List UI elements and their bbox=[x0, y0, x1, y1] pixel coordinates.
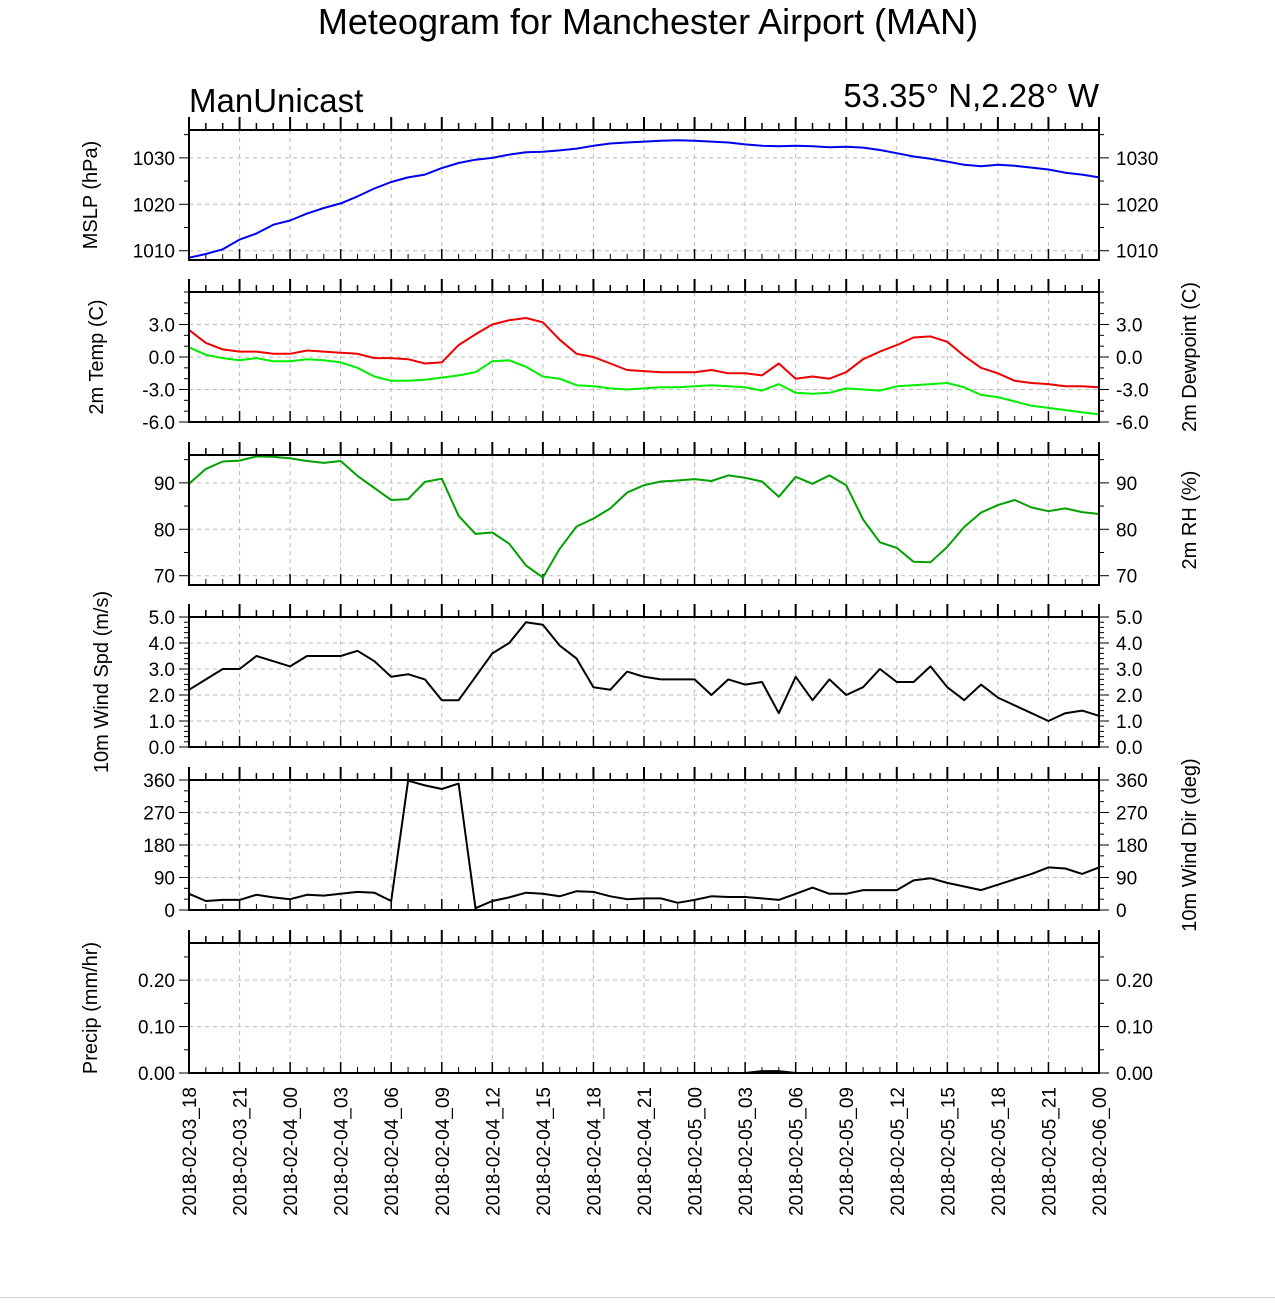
y-tick-label-right: 0.0 bbox=[1116, 738, 1142, 759]
y-tick-label-right: 4.0 bbox=[1116, 634, 1142, 655]
y-axis-title-right: 2m Dewpoint (C) bbox=[1179, 282, 1201, 432]
y-tick-label-right: 1020 bbox=[1116, 195, 1158, 216]
coordinates-label: 53.35° N,2.28° W bbox=[843, 77, 1100, 114]
y-axis-title-right: 10m Wind Dir (deg) bbox=[1179, 758, 1201, 931]
station-label: ManUnicast bbox=[189, 82, 363, 119]
y-tick-label-left: 0.0 bbox=[149, 738, 175, 759]
x-tick-label: 2018-02-05_18 bbox=[989, 1087, 1010, 1216]
panel-frame bbox=[188, 129, 1100, 261]
y-tick-label-left: 1.0 bbox=[149, 712, 175, 733]
y-axis-title-left: 10m Wind Spd (m/s) bbox=[91, 591, 113, 773]
y-tick-label-left: 0.10 bbox=[138, 1018, 175, 1039]
y-axis-title-right: 2m RH (%) bbox=[1179, 471, 1201, 570]
y-tick-label-right: 1030 bbox=[1116, 149, 1158, 170]
y-tick-label-left: 180 bbox=[143, 836, 175, 857]
y-tick-label-right: 180 bbox=[1116, 836, 1148, 857]
panel-2: -6.0 -6.0 -3.0 -3.0 0.0 0.0 3.0 3.0 2m Temp (C) 2… bbox=[86, 279, 1201, 434]
panel-3: 70 70 80 80 90 90 2m RH (%) bbox=[154, 442, 1201, 588]
y-tick-label-right: 0.10 bbox=[1116, 1018, 1153, 1039]
x-tick-label: 2018-02-04_00 bbox=[281, 1087, 302, 1216]
x-tick-label: 2018-02-05_21 bbox=[1039, 1087, 1060, 1216]
x-tick-label: 2018-02-05_09 bbox=[837, 1087, 858, 1216]
x-tick-label: 2018-02-04_03 bbox=[332, 1087, 353, 1216]
y-tick-label-left: 3.0 bbox=[149, 316, 175, 337]
y-tick-label-left: 3.0 bbox=[149, 660, 175, 681]
x-tick-label: 2018-02-04_15 bbox=[534, 1087, 555, 1216]
y-tick-label-right: 80 bbox=[1116, 520, 1137, 541]
y-tick-label-right: 1010 bbox=[1116, 242, 1158, 263]
y-tick-label-right: 360 bbox=[1116, 771, 1148, 792]
y-tick-label-right: 0.20 bbox=[1116, 971, 1153, 992]
y-tick-label-left: 80 bbox=[154, 520, 175, 541]
panel-frame bbox=[188, 779, 1100, 911]
y-tick-label-right: 3.0 bbox=[1116, 660, 1142, 681]
y-tick-label-left: 1030 bbox=[133, 149, 175, 170]
x-tick-label: 2018-02-05_15 bbox=[938, 1087, 959, 1216]
series-line-5-1 bbox=[188, 779, 1100, 910]
y-tick-label-left: 90 bbox=[154, 474, 175, 495]
series-line-2-1 bbox=[188, 317, 1100, 389]
x-tick-label: 2018-02-04_06 bbox=[382, 1087, 403, 1216]
y-tick-label-left: -6.0 bbox=[142, 413, 175, 434]
y-tick-label-left: 0 bbox=[164, 901, 175, 922]
y-tick-label-right: 90 bbox=[1116, 474, 1137, 495]
y-tick-label-left: 1010 bbox=[133, 242, 175, 263]
chart-title: Meteogram for Manchester Airport (MAN) bbox=[318, 1, 978, 42]
panel-frame bbox=[188, 454, 1100, 586]
panel-frame bbox=[188, 616, 1100, 748]
y-tick-label-right: 0.00 bbox=[1116, 1064, 1153, 1085]
y-tick-label-right: -3.0 bbox=[1116, 381, 1149, 402]
y-tick-label-left: 2.0 bbox=[149, 686, 175, 707]
y-tick-label-left: 1020 bbox=[133, 195, 175, 216]
y-tick-label-right: 70 bbox=[1116, 567, 1137, 588]
bottom-rule bbox=[0, 1297, 1275, 1298]
y-tick-label-right: 3.0 bbox=[1116, 316, 1142, 337]
panel-frame bbox=[188, 942, 1100, 1074]
y-axis-title-left: MSLP (hPa) bbox=[80, 141, 102, 250]
panel-6: 0.00 0.00 0.10 0.10 0.20 0.20 Precip (mm/hr) bbox=[80, 930, 1153, 1085]
y-tick-label-left: 90 bbox=[154, 869, 175, 890]
x-tick-label: 2018-02-05_00 bbox=[686, 1087, 707, 1216]
y-tick-label-left: 360 bbox=[143, 771, 175, 792]
panel-5: 0 0 90 90 180 180 270 270 360 360 10m Wind Dir (de… bbox=[143, 758, 1201, 931]
y-tick-label-left: 4.0 bbox=[149, 634, 175, 655]
y-tick-label-right: 5.0 bbox=[1116, 608, 1142, 629]
y-tick-label-left: 70 bbox=[154, 567, 175, 588]
y-tick-label-left: 0.20 bbox=[138, 971, 175, 992]
y-tick-label-right: 90 bbox=[1116, 869, 1137, 890]
panel-frame bbox=[188, 291, 1100, 423]
series-line-4-1 bbox=[188, 621, 1100, 722]
y-tick-label-right: 270 bbox=[1116, 804, 1148, 825]
x-tick-label: 2018-02-05_12 bbox=[888, 1087, 909, 1216]
series-line-2-2 bbox=[188, 346, 1100, 416]
x-tick-label: 2018-02-03_18 bbox=[180, 1087, 201, 1216]
x-tick-label: 2018-02-04_12 bbox=[483, 1087, 504, 1216]
x-tick-label: 2018-02-05_06 bbox=[787, 1087, 808, 1216]
series-line-1-1 bbox=[188, 139, 1100, 259]
x-tick-label: 2018-02-05_03 bbox=[736, 1087, 757, 1216]
y-tick-label-right: -6.0 bbox=[1116, 413, 1149, 434]
y-tick-label-left: -3.0 bbox=[142, 381, 175, 402]
y-tick-label-left: 270 bbox=[143, 804, 175, 825]
panel-1: 1010 1010 1020 1020 1030 1030 MSLP (hPa) bbox=[80, 117, 1158, 263]
x-tick-label: 2018-02-06_00 bbox=[1090, 1087, 1111, 1216]
y-axis-title-left: 2m Temp (C) bbox=[86, 299, 108, 414]
x-tick-label: 2018-02-04_09 bbox=[433, 1087, 454, 1216]
x-tick-label: 2018-02-04_21 bbox=[635, 1087, 656, 1216]
y-axis-title-left: Precip (mm/hr) bbox=[80, 942, 102, 1074]
y-tick-label-right: 0 bbox=[1116, 901, 1127, 922]
y-tick-label-left: 0.00 bbox=[138, 1064, 175, 1085]
x-tick-label: 2018-02-03_21 bbox=[231, 1087, 252, 1216]
y-tick-label-left: 0.0 bbox=[149, 348, 175, 369]
y-tick-label-right: 1.0 bbox=[1116, 712, 1142, 733]
panel-4: 0.0 0.0 1.0 1.0 2.0 2.0 3.0 3.0 4.0 4.0 5.0 5.0 10m … bbox=[91, 591, 1142, 773]
y-tick-label-left: 5.0 bbox=[149, 608, 175, 629]
y-tick-label-right: 0.0 bbox=[1116, 348, 1142, 369]
y-tick-label-right: 2.0 bbox=[1116, 686, 1142, 707]
series-line-3-1 bbox=[188, 455, 1100, 579]
x-tick-label: 2018-02-04_18 bbox=[584, 1087, 605, 1216]
